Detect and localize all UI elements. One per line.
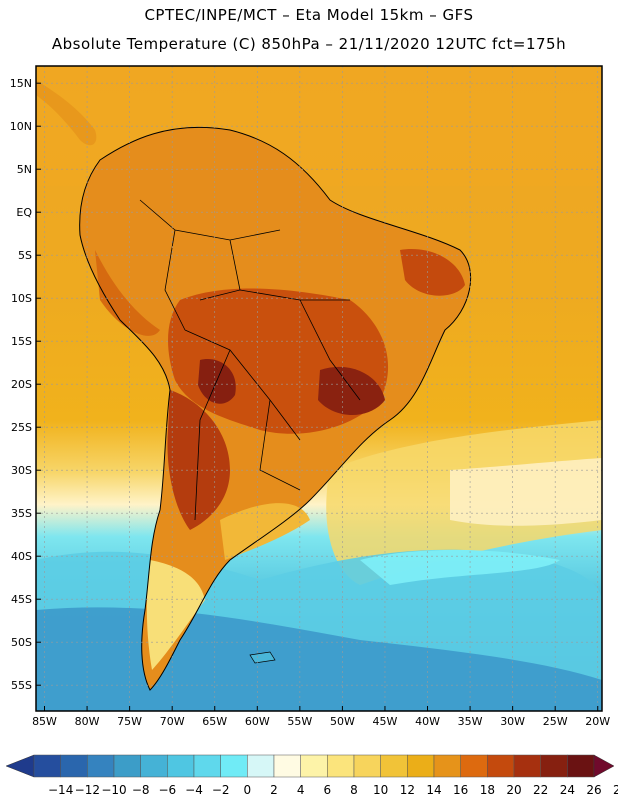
colorbar-label: 10 (373, 783, 388, 797)
lat-tick-label: 40S (11, 550, 32, 563)
andes-warm-strip (95, 250, 160, 336)
lon-tick-label: 80W (75, 715, 100, 728)
heat-core-south (167, 390, 230, 530)
colorbar-label: −14 (48, 783, 73, 797)
lat-tick-label: 15S (11, 335, 32, 348)
colorbar-box (540, 754, 568, 778)
plot-frame (35, 65, 603, 712)
colorbar-label: −6 (158, 783, 176, 797)
colorbar-box (380, 754, 408, 778)
colorbar-max-arrow (593, 754, 615, 778)
lat-tick-label: 30S (11, 464, 32, 477)
colorbar-box (33, 754, 61, 778)
colorbar-box (273, 754, 301, 778)
lon-tick-label: 25W (543, 715, 568, 728)
pampas-cool (220, 503, 310, 560)
colorbar-box (327, 754, 355, 778)
colorbar-box (407, 754, 435, 778)
lon-tick-label: 50W (330, 715, 355, 728)
colorbar-label: 22 (533, 783, 548, 797)
colorbar-box (513, 754, 541, 778)
lat-tick-label: 45S (11, 593, 32, 606)
graticule (36, 66, 602, 711)
colorbar-label: −4 (185, 783, 203, 797)
colorbar-label: 20 (506, 783, 521, 797)
colorbar-box (300, 754, 328, 778)
lon-tick-label: 85W (32, 715, 57, 728)
colorbar-box (60, 754, 88, 778)
cyan-streak (360, 549, 560, 585)
lon-tick-label: 65W (202, 715, 227, 728)
colorbar-box (487, 754, 515, 778)
colorbar-box (220, 754, 248, 778)
lat-tick-label: 55S (11, 679, 32, 692)
colorbar-label: 14 (426, 783, 441, 797)
colorbar-box (567, 754, 595, 778)
lat-tick-label: 15N (10, 77, 32, 90)
lat-tick-label: 10S (11, 292, 32, 305)
central-america-land (36, 80, 97, 146)
colorbar-label: 8 (350, 783, 358, 797)
lon-tick-label: 55W (287, 715, 312, 728)
lon-tick-label: 35W (458, 715, 483, 728)
coastline (79, 126, 472, 691)
lon-tick-label: 70W (160, 715, 185, 728)
colorbar-box (193, 754, 221, 778)
colorbar-label: 2 (270, 783, 278, 797)
colorbar-box (87, 754, 115, 778)
colorbar-box (433, 754, 461, 778)
lat-tick-label: 5S (18, 249, 32, 262)
lon-tick-label: 20W (585, 715, 610, 728)
axis-ticks: 85W 80W 75W 70W 65W 60W 55W 50W 45W 40W 35W 30W 25W 2… (10, 77, 611, 728)
lat-tick-label: 25S (11, 421, 32, 434)
heat-northeast (400, 249, 465, 296)
colorbar-box (460, 754, 488, 778)
colorbar-label: 4 (297, 783, 305, 797)
colorbar-box (247, 754, 275, 778)
lon-tick-label: 30W (500, 715, 525, 728)
colorbar-label: 0 (244, 783, 252, 797)
lat-tick-label: EQ (16, 206, 32, 219)
lat-tick-label: 50S (11, 636, 32, 649)
lat-tick-label: 5N (17, 163, 32, 176)
colorbar-box (113, 754, 141, 778)
colorbar-label: 12 (400, 783, 415, 797)
lon-tick-label: 75W (117, 715, 142, 728)
colorbar-label: 18 (480, 783, 495, 797)
lon-tick-label: 60W (245, 715, 270, 728)
colorbar-label: −2 (212, 783, 230, 797)
colorbar-label: −12 (75, 783, 100, 797)
heat-max-2 (318, 366, 385, 415)
lat-tick-label: 10N (10, 120, 32, 133)
falkland-islands (249, 651, 276, 664)
colorbar-min-arrow (5, 754, 35, 778)
colorbar-label: 24 (560, 783, 575, 797)
lat-tick-label: 20S (11, 378, 32, 391)
colorbar-label: 26 (586, 783, 601, 797)
colorbar-box (140, 754, 168, 778)
colorbar-label: 28 (613, 783, 618, 797)
colorbar-label: −10 (101, 783, 126, 797)
colorbar-label: 6 (324, 783, 332, 797)
colorbar-box (353, 754, 381, 778)
lon-tick-label: 40W (415, 715, 440, 728)
chart-title-line1: CPTEC/INPE/MCT – Eta Model 15km – GFS (144, 6, 474, 24)
chart-title-line2: Absolute Temperature (C) 850hPa – 21/11/… (51, 35, 567, 53)
country-borders (139, 199, 361, 521)
lon-tick-label: 45W (373, 715, 398, 728)
subtropical-pale-band (450, 458, 602, 526)
lat-tick-label: 35S (11, 507, 32, 520)
colorbar-label: −8 (132, 783, 150, 797)
colorbar-label: 16 (453, 783, 468, 797)
colorbar-box (167, 754, 195, 778)
